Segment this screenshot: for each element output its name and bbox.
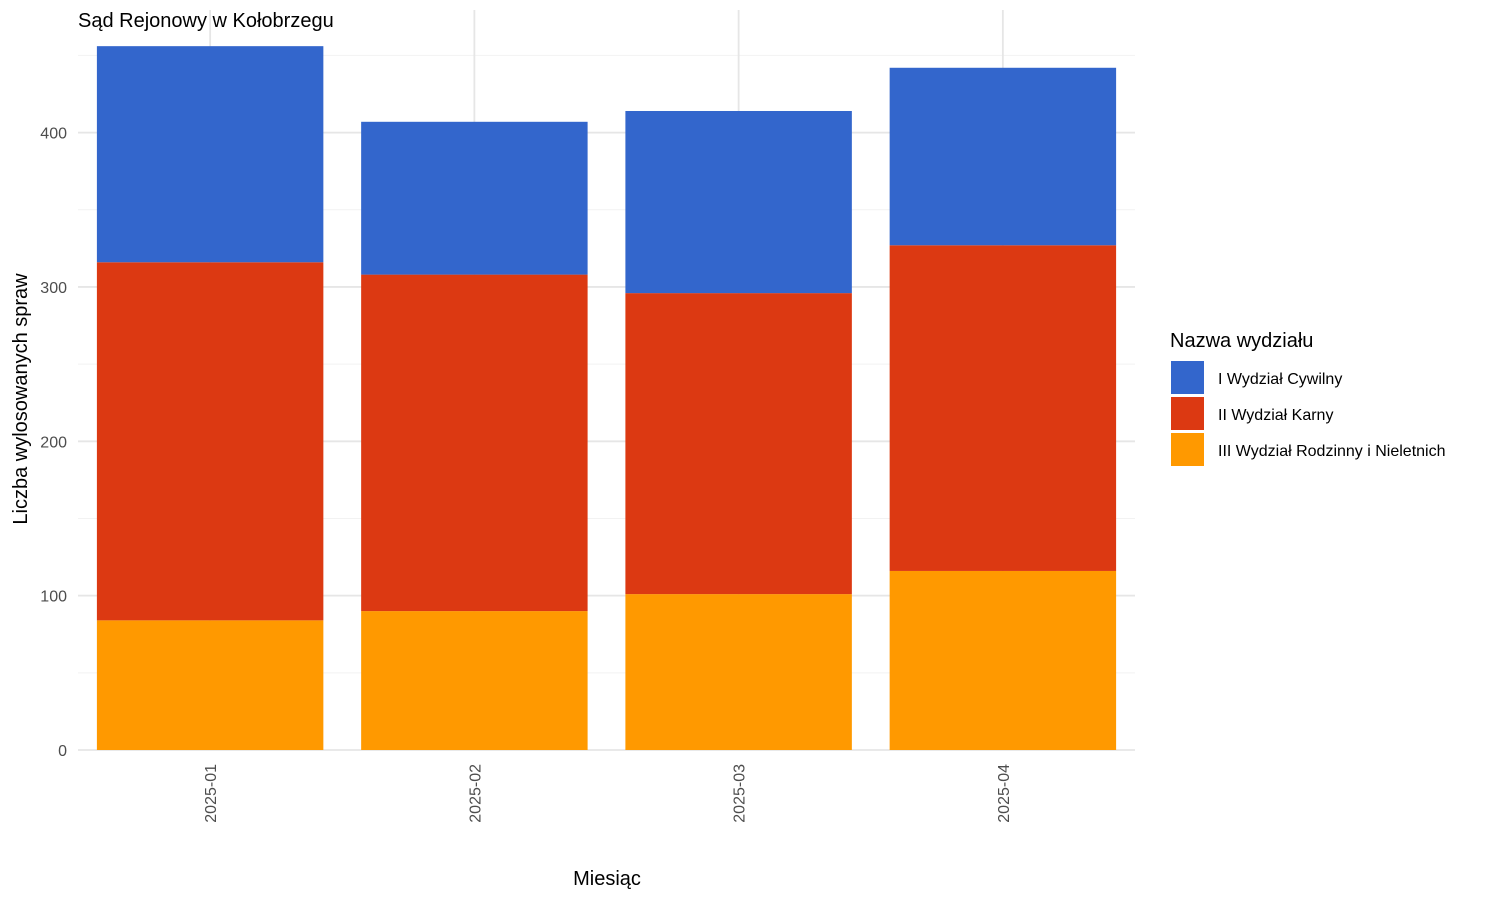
bar-segment bbox=[889, 67, 1117, 246]
legend-label: III Wydział Rodzinny i Nieletnich bbox=[1218, 443, 1446, 460]
bar-segment bbox=[625, 110, 852, 294]
bar-segment bbox=[361, 611, 588, 750]
y-tick-label: 300 bbox=[40, 280, 67, 297]
x-tick-labels: 2025-01 2025-02 2025-03 2025-04 bbox=[203, 764, 1013, 823]
x-tick-label: 2025-01 bbox=[203, 764, 220, 823]
y-tick-label: 100 bbox=[40, 589, 67, 606]
bars bbox=[96, 46, 1117, 750]
y-axis-label: Liczba wylosowanych spraw bbox=[10, 273, 32, 525]
legend-swatch bbox=[1171, 433, 1204, 466]
bar-segment bbox=[361, 274, 588, 612]
x-tick-label: 2025-02 bbox=[467, 764, 484, 823]
legend-items: I Wydział Cywilny II Wydział Karny III Wyd… bbox=[1171, 361, 1446, 466]
legend-title: Nazwa wydziału bbox=[1170, 330, 1313, 352]
bar-segment bbox=[96, 262, 324, 621]
bar-segment bbox=[889, 245, 1117, 571]
legend-label: I Wydział Cywilny bbox=[1218, 371, 1342, 388]
y-tick-labels: 0 100 200 300 400 bbox=[40, 126, 67, 760]
y-tick-label: 400 bbox=[40, 126, 67, 143]
bar-segment bbox=[625, 293, 852, 595]
legend-label: II Wydział Karny bbox=[1218, 407, 1333, 424]
bar-segment bbox=[889, 570, 1117, 750]
x-axis-label: Miesiąc bbox=[573, 868, 641, 890]
y-tick-label: 200 bbox=[40, 434, 67, 451]
legend-swatch bbox=[1171, 397, 1204, 430]
legend-swatch bbox=[1171, 361, 1204, 394]
bar-segment bbox=[96, 620, 324, 750]
y-tick-label: 0 bbox=[58, 743, 67, 760]
bar-segment bbox=[625, 594, 852, 750]
bar-segment bbox=[361, 121, 588, 275]
x-tick-label: 2025-04 bbox=[996, 764, 1013, 823]
x-tick-label: 2025-03 bbox=[732, 764, 749, 823]
bar-segment bbox=[96, 46, 324, 263]
legend: Nazwa wydziału I Wydział Cywilny II Wydzi… bbox=[1170, 330, 1446, 466]
chart-title: Sąd Rejonowy w Kołobrzegu bbox=[78, 10, 334, 32]
